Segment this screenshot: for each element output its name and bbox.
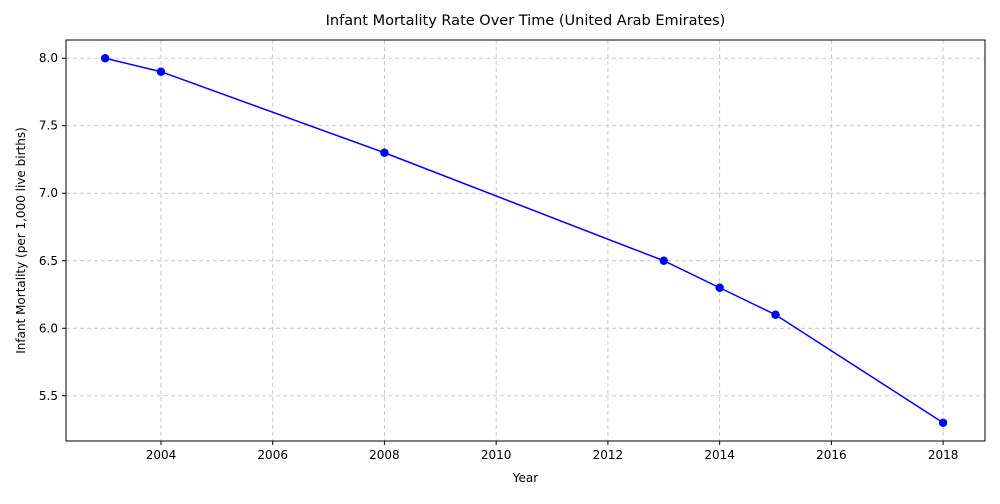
data-point-marker — [156, 67, 166, 76]
data-point-marker — [100, 54, 110, 63]
y-tick-label: 7.5 — [39, 119, 58, 133]
x-tick-label: 2014 — [704, 448, 735, 462]
x-axis-label: Year — [512, 471, 538, 485]
y-tick-label: 5.5 — [39, 389, 58, 403]
data-point-marker — [938, 418, 948, 427]
x-tick-label: 2006 — [257, 448, 288, 462]
y-axis-label: Infant Mortality (per 1,000 live births) — [14, 127, 28, 354]
y-tick-label: 8.0 — [39, 51, 58, 65]
series-line — [104, 57, 944, 424]
x-tick-label: 2008 — [369, 448, 400, 462]
x-tick-label: 2012 — [593, 448, 624, 462]
x-tick-label: 2016 — [816, 448, 847, 462]
x-tick-label: 2018 — [928, 448, 959, 462]
plot-area-frame — [65, 39, 986, 442]
x-tick-label: 2010 — [481, 448, 512, 462]
data-point-marker — [380, 148, 389, 157]
data-point-marker — [715, 283, 724, 292]
chart-title: Infant Mortality Rate Over Time (United … — [326, 13, 726, 29]
series-layer — [100, 54, 948, 427]
x-tick-label: 2004 — [146, 448, 177, 462]
data-point-marker — [659, 256, 668, 265]
y-tick-label: 6.5 — [39, 254, 58, 268]
axis-ticks: 2004 2006 2008 2010 2012 2014 2016 2018 5.5 6.0 6.… — [39, 51, 958, 462]
y-tick-label: 7.0 — [39, 186, 58, 200]
grid — [66, 40, 985, 441]
data-point-marker — [771, 310, 780, 319]
y-tick-label: 6.0 — [39, 321, 58, 335]
